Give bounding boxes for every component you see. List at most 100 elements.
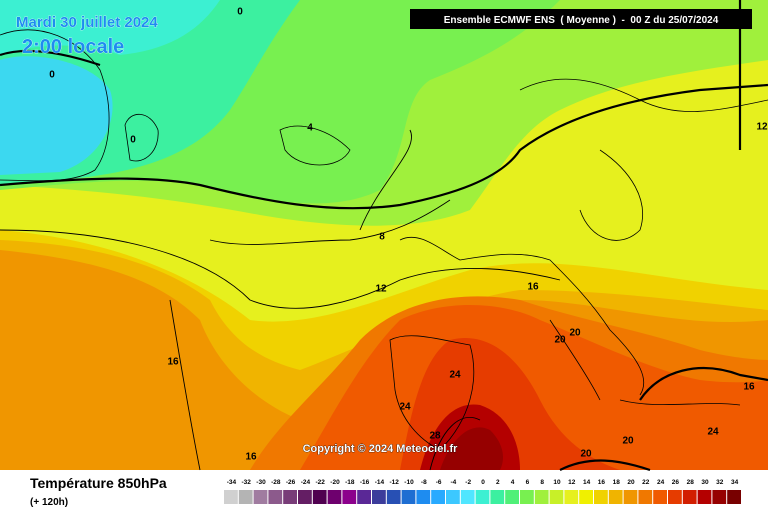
legend-swatch xyxy=(520,490,534,504)
legend-label: -22 xyxy=(315,479,325,486)
legend-label: 20 xyxy=(627,479,635,486)
contour-label: 20 xyxy=(580,449,592,460)
legend-swatch xyxy=(579,490,593,504)
legend-swatch xyxy=(534,490,549,504)
legend-swatch xyxy=(298,490,312,504)
legend-label: -6 xyxy=(436,479,442,486)
legend-label: -30 xyxy=(256,479,266,486)
legend-swatch xyxy=(431,490,445,504)
legend-swatch xyxy=(327,490,342,504)
legend-swatch xyxy=(253,490,268,504)
legend-label: -8 xyxy=(421,479,427,486)
legend-swatch xyxy=(712,490,727,504)
legend-swatch xyxy=(357,490,371,504)
legend-label: 18 xyxy=(613,479,621,486)
legend-swatch xyxy=(372,490,386,504)
legend-label: 32 xyxy=(716,479,724,486)
contour-label: 20 xyxy=(554,335,566,346)
legend-label: 4 xyxy=(511,479,515,486)
contour-label: 28 xyxy=(429,431,441,442)
legend-label: 2 xyxy=(496,479,500,486)
legend-label: 22 xyxy=(642,479,650,486)
legend-swatch xyxy=(668,490,682,504)
contour-label: 16 xyxy=(167,357,179,368)
legend-swatch xyxy=(564,490,579,504)
legend-label: 8 xyxy=(540,479,544,486)
contour-label: 24 xyxy=(399,402,411,413)
contour-label: 16 xyxy=(743,382,755,393)
contour-label: 16 xyxy=(245,452,257,463)
legend-swatch xyxy=(312,490,327,504)
legend-label: 34 xyxy=(731,479,739,486)
contour-label: 8 xyxy=(379,232,385,243)
legend-swatch xyxy=(594,490,608,504)
legend-label: 12 xyxy=(568,479,576,486)
contour-label: 12 xyxy=(375,284,387,295)
legend-swatch xyxy=(727,490,741,504)
legend-label: 16 xyxy=(598,479,606,486)
legend-swatch xyxy=(460,490,475,504)
legend-label: -26 xyxy=(286,479,296,486)
contour-label: 24 xyxy=(449,370,461,381)
run-label: Ensemble ECMWF ENS ( Moyenne ) - 00 Z du… xyxy=(444,15,719,26)
contour-label: 0 xyxy=(130,135,136,146)
legend-label: 28 xyxy=(687,479,695,486)
legend-swatch xyxy=(638,490,653,504)
legend-label: -16 xyxy=(360,479,370,486)
footer-subtitle: (+ 120h) xyxy=(30,497,68,508)
contour-label: 20 xyxy=(569,328,581,339)
legend-label: -32 xyxy=(241,479,251,486)
contour-label: 0 xyxy=(49,70,55,81)
legend-label: -2 xyxy=(465,479,471,486)
legend-swatch xyxy=(342,490,357,504)
contour-label: 20 xyxy=(622,436,634,447)
contour-label: 12 xyxy=(756,122,768,133)
legend-swatch xyxy=(608,490,623,504)
legend-swatch xyxy=(401,490,416,504)
legend: -34 -32 -30 -28 -26 -24 -22 -20 -18 -16 -14 -12 -10-… xyxy=(224,479,741,504)
legend-swatch xyxy=(490,490,505,504)
legend-swatch xyxy=(283,490,297,504)
legend-swatch xyxy=(623,490,638,504)
legend-swatch xyxy=(224,490,238,504)
legend-label: 30 xyxy=(701,479,709,486)
legend-swatch xyxy=(475,490,490,504)
legend-swatch xyxy=(682,490,697,504)
copyright: Copyright © 2024 Meteociel.fr xyxy=(303,443,459,455)
contour-label: 0 xyxy=(237,7,243,18)
legend-label: -20 xyxy=(330,479,340,486)
legend-swatch xyxy=(386,490,401,504)
legend-label: 0 xyxy=(481,479,485,486)
legend-label: -14 xyxy=(375,479,385,486)
legend-label: -12 xyxy=(389,479,399,486)
contour-label: 16 xyxy=(527,282,539,293)
contour-label: 24 xyxy=(707,427,719,438)
legend-swatch xyxy=(238,490,253,504)
time-label: 2:00 locale xyxy=(22,36,124,58)
legend-label: 24 xyxy=(657,479,665,486)
legend-swatch xyxy=(416,490,431,504)
legend-swatch xyxy=(549,490,564,504)
legend-label: -24 xyxy=(301,479,311,486)
legend-swatch xyxy=(268,490,283,504)
legend-label: -18 xyxy=(345,479,355,486)
legend-swatch xyxy=(697,490,712,504)
footer-title: Température 850hPa xyxy=(30,475,167,491)
legend-label: 26 xyxy=(672,479,680,486)
legend-swatch xyxy=(505,490,519,504)
legend-label: 10 xyxy=(553,479,561,486)
legend-label: -10 xyxy=(404,479,414,486)
date-label: Mardi 30 juillet 2024 xyxy=(16,14,158,31)
legend-label: -34 xyxy=(227,479,237,486)
legend-swatch xyxy=(653,490,667,504)
run-box xyxy=(410,9,752,29)
legend-swatch xyxy=(446,490,460,504)
contour-label: 4 xyxy=(307,123,313,134)
legend-label: 6 xyxy=(526,479,530,486)
legend-label: -4 xyxy=(451,479,457,486)
legend-label: -28 xyxy=(271,479,281,486)
legend-label: 14 xyxy=(583,479,591,486)
